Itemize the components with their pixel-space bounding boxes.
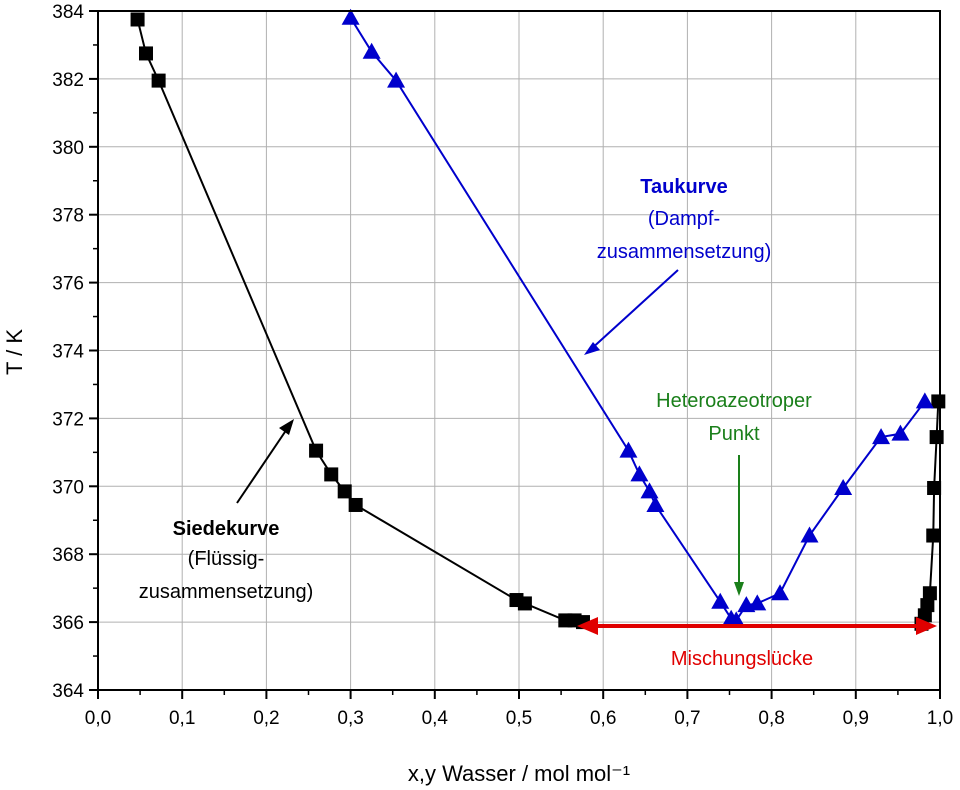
data-point-square (130, 12, 145, 27)
data-point-triangle (834, 478, 853, 495)
mischung-arrow (577, 617, 937, 635)
mischung-label: Mischungslücke (671, 648, 813, 670)
x-tick-label: 0,2 (253, 708, 279, 729)
y-tick-label: 384 (52, 2, 84, 23)
data-point-triangle (748, 594, 767, 611)
y-tick-label: 378 (52, 206, 84, 227)
x-tick-label: 0,6 (590, 708, 616, 729)
y-tick-label: 370 (52, 477, 84, 498)
x-tick-label: 0,9 (843, 708, 869, 729)
data-point-square (931, 394, 946, 409)
data-point-square (517, 596, 532, 611)
siede-subtitle-2: zusammensetzung) (139, 581, 314, 603)
grid-lines (98, 11, 940, 690)
data-point-triangle (619, 441, 638, 458)
data-point-square (309, 443, 324, 458)
hetero-arrow (734, 455, 744, 596)
x-tick-label: 1,0 (927, 708, 953, 729)
y-tick-label: 374 (52, 342, 84, 363)
x-tick-label: 0,7 (674, 708, 700, 729)
x-axis-title: x,y Wasser / mol mol⁻¹ (408, 761, 630, 786)
x-tick-label: 0,5 (506, 708, 532, 729)
data-point-square (151, 73, 166, 88)
y-tick-label: 364 (52, 681, 84, 702)
data-point-triangle (771, 584, 790, 601)
data-point-square (348, 497, 363, 512)
series-line-tau (349, 17, 926, 622)
x-tick-label: 0,1 (169, 708, 195, 729)
data-point-triangle (891, 424, 910, 441)
y-tick-label: 368 (52, 545, 84, 566)
tau-title: Taukurve (640, 176, 727, 198)
hetero-label-2: Punkt (708, 423, 760, 445)
y-tick-label: 382 (52, 70, 84, 91)
data-point-square (927, 480, 942, 495)
data-point-triangle (727, 611, 746, 628)
y-tick-label: 380 (52, 138, 84, 159)
data-point-triangle (362, 42, 381, 59)
data-point-triangle (341, 8, 360, 25)
data-point-square (920, 598, 935, 613)
y-tick-label: 366 (52, 613, 84, 634)
data-point-square (922, 586, 937, 601)
data-point-square (324, 467, 339, 482)
tau-subtitle-1: (Dampf- (648, 208, 720, 230)
data-point-triangle (872, 428, 891, 445)
x-tick-label: 0,3 (337, 708, 363, 729)
data-point-triangle (915, 392, 934, 409)
data-point-triangle (711, 592, 730, 609)
data-point-triangle (387, 71, 406, 88)
data-point-triangle (646, 495, 665, 512)
siede-arrow (236, 419, 294, 504)
data-point-triangle (800, 526, 819, 543)
x-tick-label: 0,4 (422, 708, 449, 729)
data-point-square (337, 484, 352, 499)
y-tick-label: 376 (52, 274, 84, 295)
siede-subtitle-1: (Flüssig- (188, 548, 265, 570)
x-tick-label: 0,0 (85, 708, 111, 729)
siede-title: Siedekurve (173, 518, 280, 540)
series-tau (341, 8, 934, 628)
data-point-square (926, 528, 941, 543)
tau-subtitle-2: zusammensetzung) (597, 241, 772, 263)
y-tick-label: 372 (52, 409, 84, 430)
y-axis-title: T / K (2, 329, 27, 375)
data-point-square (138, 46, 153, 61)
x-tick-label: 0,8 (758, 708, 784, 729)
hetero-label-1: Heteroazeotroper (656, 390, 812, 412)
axis-ticks: 0,0 0,1 0,2 0,3 0,4 0,5 0,6 0,7 0,8 0,9 1,0 364 366 3… (52, 2, 953, 729)
tau-arrow (584, 269, 679, 355)
data-point-square (929, 430, 944, 445)
data-point-triangle (640, 482, 659, 499)
data-point-triangle (630, 465, 649, 482)
